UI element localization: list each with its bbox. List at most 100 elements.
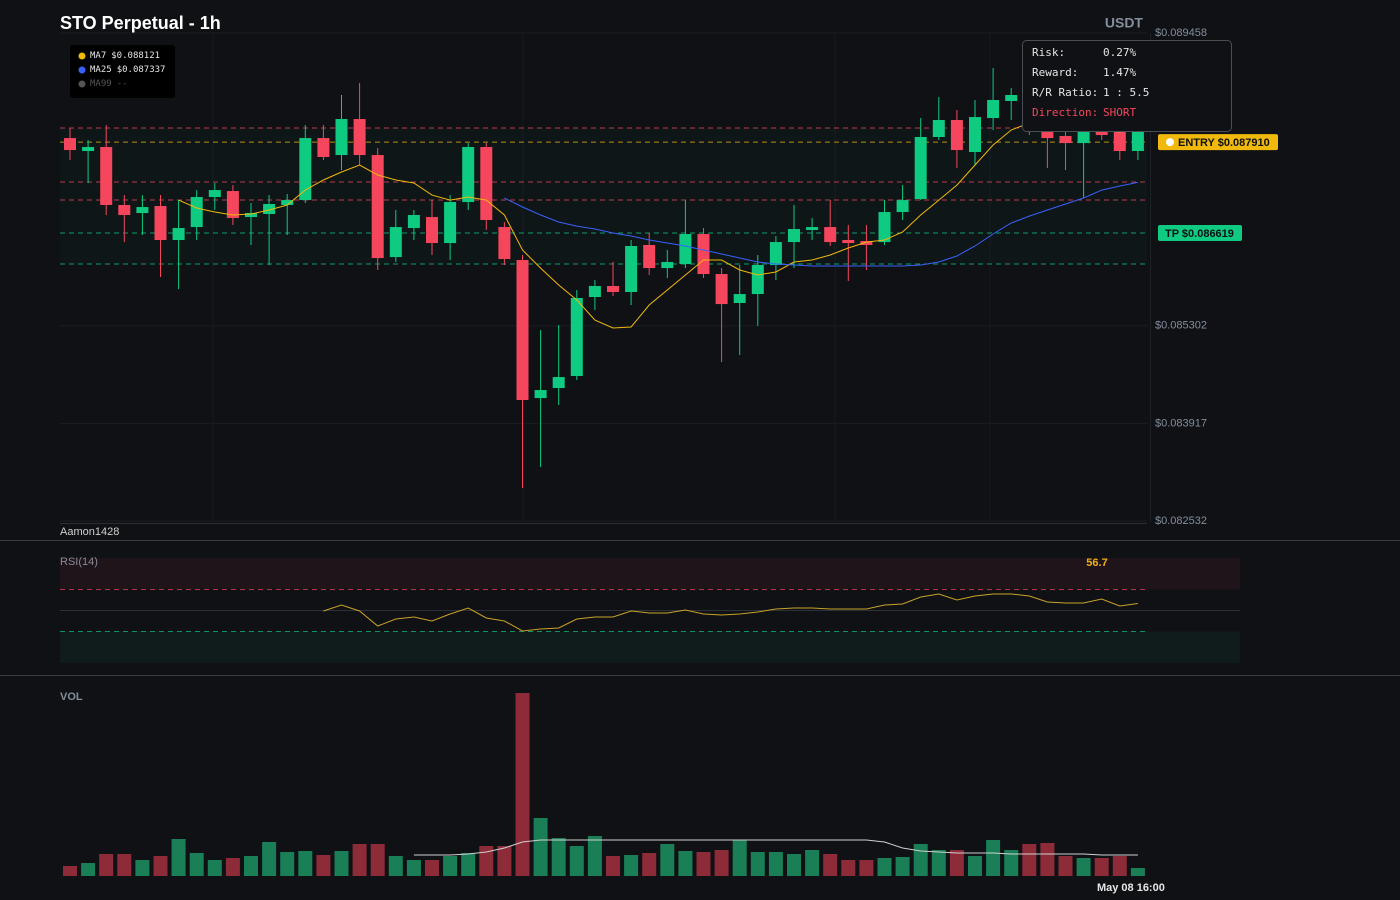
- volume-bar: [515, 693, 530, 876]
- volume-bar: [714, 850, 729, 876]
- candle-body: [516, 260, 529, 401]
- volume-title: VOL: [60, 691, 83, 703]
- volume-bar: [207, 860, 222, 876]
- volume-bar: [587, 836, 602, 876]
- candle-body: [371, 155, 384, 259]
- volume-bar: [135, 860, 150, 876]
- candle-body: [480, 147, 493, 220]
- ma-legend-box: [70, 45, 175, 98]
- overbought-band: [60, 558, 1240, 590]
- volume-bar: [1076, 858, 1091, 876]
- volume-bar: [189, 853, 204, 876]
- volume-bar: [823, 854, 838, 876]
- volume-ma-line: [413, 839, 1138, 856]
- candle-body: [896, 200, 909, 213]
- volume-bar: [280, 852, 295, 876]
- legend-value: $0.088121: [111, 51, 160, 61]
- candle-body: [498, 227, 511, 260]
- y-tick-label: $0.082532: [1155, 515, 1207, 527]
- candle-body: [462, 147, 475, 203]
- candle-body: [263, 204, 276, 215]
- volume-bar: [660, 844, 675, 876]
- candle-body: [932, 120, 945, 137]
- level-badge-icon: [1166, 138, 1174, 147]
- volume-bar: [244, 856, 258, 876]
- candle-body: [82, 147, 95, 152]
- level-label: TP $0.086619: [1165, 228, 1234, 240]
- candle-body: [788, 229, 800, 243]
- candle-body: [679, 234, 692, 265]
- candle-body: [444, 202, 457, 244]
- candle-body: [643, 245, 656, 269]
- volume-bar: [262, 842, 277, 876]
- volume-bar: [569, 846, 584, 876]
- volume-bar: [895, 857, 910, 876]
- candle-body: [751, 265, 764, 295]
- volume-bar: [171, 839, 186, 876]
- volume-bar: [1058, 856, 1073, 876]
- candle-body: [588, 286, 601, 298]
- volume-bar: [225, 858, 240, 876]
- candle-body: [806, 227, 819, 231]
- oversold-band: [60, 631, 1240, 663]
- level-badge: [1158, 134, 1278, 151]
- candle-body: [950, 120, 963, 151]
- candle-body: [426, 217, 438, 244]
- legend-name: MA25: [90, 65, 112, 75]
- risk-label: Risk:: [1032, 46, 1065, 59]
- candle-body: [335, 119, 348, 156]
- candle-body: [190, 197, 203, 228]
- volume-bar: [370, 844, 385, 876]
- ma-line: [178, 122, 1139, 329]
- candle-body: [1005, 95, 1018, 101]
- y-tick-label: $0.085302: [1155, 320, 1207, 332]
- volume-bar: [750, 852, 765, 876]
- candle-body: [299, 138, 312, 201]
- overlay-layer: Risk: 0.27% Reward: 1.47% R/R Ratio: 1 :…: [78, 27, 1278, 894]
- rsi-title: RSI(14): [60, 556, 98, 568]
- volume-bar: [479, 846, 494, 876]
- candle-body: [1059, 136, 1072, 144]
- candle-body: [118, 204, 131, 215]
- legend-entry: MA7 $0.088121: [90, 51, 160, 61]
- y-tick-label: $0.089458: [1155, 27, 1207, 39]
- reward-label: Reward:: [1032, 66, 1078, 79]
- candle-body: [842, 240, 855, 244]
- candle-body: [715, 274, 728, 305]
- candle-body: [534, 390, 547, 399]
- legend-marker: [78, 80, 86, 88]
- risk-panel: [1022, 40, 1232, 132]
- candle-body: [769, 242, 782, 266]
- volume-bar: [1022, 844, 1037, 876]
- ratio-label: R/R Ratio:: [1032, 86, 1098, 99]
- volume-bar: [406, 860, 421, 876]
- volume-bar: [696, 852, 711, 876]
- candle-body: [570, 297, 583, 376]
- legend-name: MA99: [90, 79, 112, 89]
- volume-bar: [298, 851, 313, 876]
- volume-bar: [931, 850, 946, 876]
- candle-body: [64, 138, 76, 151]
- volume-bar: [117, 854, 132, 876]
- candle-body: [1131, 130, 1144, 152]
- volume-bar: [1040, 843, 1055, 876]
- candle-body: [552, 377, 565, 389]
- candle-body: [1041, 130, 1054, 139]
- volume-bar: [1094, 858, 1109, 876]
- candle-body: [281, 200, 294, 205]
- legend-name: MA7: [90, 51, 106, 61]
- reward-value: 1.47%: [1103, 66, 1136, 79]
- level-label: ENTRY $0.087910: [1178, 137, 1270, 149]
- volume-bar: [443, 856, 458, 876]
- volume-bar: [606, 856, 620, 876]
- volume-bar: [388, 856, 403, 876]
- legend-marker: [78, 66, 86, 74]
- candle-body: [172, 228, 185, 241]
- candle-body: [407, 214, 420, 229]
- candle-body: [824, 227, 837, 243]
- volume-bar: [81, 863, 96, 876]
- candle-body: [317, 138, 330, 158]
- candle-body: [353, 119, 366, 156]
- volume-bar: [533, 818, 548, 876]
